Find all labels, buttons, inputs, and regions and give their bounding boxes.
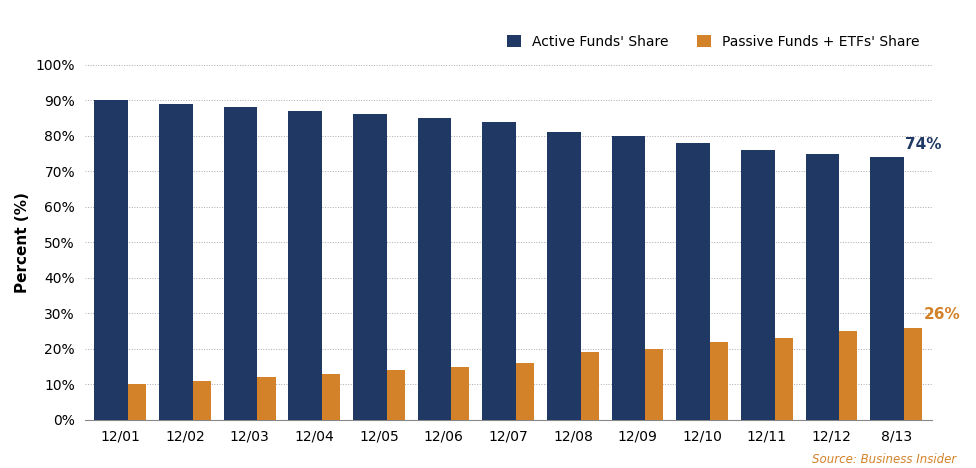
Bar — [353, 115, 386, 420]
Bar — [645, 349, 664, 420]
Bar — [676, 143, 710, 420]
Bar — [192, 381, 211, 420]
Bar — [839, 331, 857, 420]
Bar — [482, 122, 516, 420]
Bar — [258, 377, 275, 420]
Text: Source: Business Insider: Source: Business Insider — [812, 453, 956, 466]
Bar — [386, 370, 405, 420]
Bar — [775, 338, 793, 420]
Bar — [581, 352, 599, 420]
Y-axis label: Percent (%): Percent (%) — [15, 192, 30, 293]
Bar — [805, 154, 839, 420]
Bar — [322, 374, 341, 420]
Text: 74%: 74% — [906, 137, 942, 152]
Bar — [741, 150, 775, 420]
Bar — [159, 104, 192, 420]
Bar — [548, 132, 581, 420]
Bar — [95, 100, 128, 420]
Bar — [871, 157, 904, 420]
Bar — [516, 363, 534, 420]
Bar — [224, 107, 258, 420]
Bar — [128, 384, 146, 420]
Bar — [418, 118, 451, 420]
Bar — [612, 136, 645, 420]
Text: 26%: 26% — [923, 307, 960, 322]
Bar — [451, 366, 469, 420]
Bar — [710, 342, 728, 420]
Legend: Active Funds' Share, Passive Funds + ETFs' Share: Active Funds' Share, Passive Funds + ETF… — [502, 29, 925, 54]
Bar — [904, 328, 922, 420]
Bar — [289, 111, 322, 420]
